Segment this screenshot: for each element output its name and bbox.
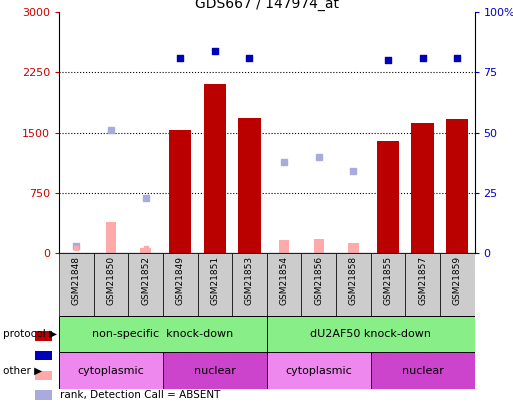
Text: cytoplasmic: cytoplasmic (285, 366, 352, 375)
Bar (348, 243, 359, 253)
Point (72, 243, 81, 249)
Bar (405, 253, 440, 316)
Bar (59, 253, 93, 316)
Text: nuclear: nuclear (402, 366, 444, 375)
Bar (106, 222, 116, 253)
Text: protocol ▶: protocol ▶ (3, 329, 56, 339)
Text: GSM21859: GSM21859 (452, 256, 462, 305)
Text: GSM21851: GSM21851 (210, 256, 220, 305)
Text: GSM21857: GSM21857 (418, 256, 427, 305)
Bar (267, 316, 475, 352)
Text: rank, Detection Call = ABSENT: rank, Detection Call = ABSENT (60, 390, 220, 400)
Text: GSM21854: GSM21854 (280, 256, 289, 305)
Bar (313, 239, 324, 253)
Title: GDS667 / 147974_at: GDS667 / 147974_at (195, 0, 339, 11)
Text: GSM21853: GSM21853 (245, 256, 254, 305)
Point (349, 168, 358, 175)
Bar (163, 352, 267, 389)
Point (245, 55, 253, 61)
Point (176, 55, 184, 61)
Text: count: count (60, 331, 89, 341)
Bar (128, 253, 163, 316)
Point (419, 55, 427, 61)
Bar (238, 118, 261, 253)
Text: dU2AF50 knock-down: dU2AF50 knock-down (310, 329, 431, 339)
Bar (446, 119, 468, 253)
Text: GSM21858: GSM21858 (349, 256, 358, 305)
Point (280, 158, 288, 165)
Point (211, 47, 219, 54)
Text: value, Detection Call = ABSENT: value, Detection Call = ABSENT (60, 371, 225, 380)
Bar (198, 253, 232, 316)
Point (142, 245, 150, 252)
Text: GSM21856: GSM21856 (314, 256, 323, 305)
Bar (141, 248, 151, 253)
Text: non-specific  knock-down: non-specific knock-down (92, 329, 233, 339)
Text: nuclear: nuclear (194, 366, 236, 375)
Text: GSM21855: GSM21855 (383, 256, 392, 305)
Point (107, 127, 115, 134)
Bar (370, 352, 475, 389)
Text: GSM21852: GSM21852 (141, 256, 150, 305)
Bar (370, 253, 405, 316)
Bar (267, 352, 370, 389)
Point (453, 55, 461, 61)
Bar (169, 130, 191, 253)
Point (142, 194, 150, 201)
Bar (35, 371, 52, 380)
Bar (35, 351, 52, 360)
Text: GSM21850: GSM21850 (106, 256, 115, 305)
Bar (267, 253, 301, 316)
Bar (440, 253, 475, 316)
Point (72, 245, 81, 252)
Bar (93, 253, 128, 316)
Text: percentile rank within the sample: percentile rank within the sample (60, 351, 235, 360)
Bar (59, 352, 163, 389)
Point (384, 57, 392, 64)
Bar (279, 240, 289, 253)
Bar (232, 253, 267, 316)
Bar (35, 390, 52, 400)
Text: other ▶: other ▶ (3, 366, 42, 375)
Bar (35, 331, 52, 341)
Text: GSM21849: GSM21849 (175, 256, 185, 305)
Bar (204, 85, 226, 253)
Bar (377, 141, 399, 253)
Bar (411, 123, 434, 253)
Point (314, 153, 323, 160)
Text: cytoplasmic: cytoplasmic (77, 366, 144, 375)
Bar (59, 316, 267, 352)
Text: GSM21848: GSM21848 (72, 256, 81, 305)
Bar (163, 253, 198, 316)
Bar (336, 253, 370, 316)
Bar (301, 253, 336, 316)
